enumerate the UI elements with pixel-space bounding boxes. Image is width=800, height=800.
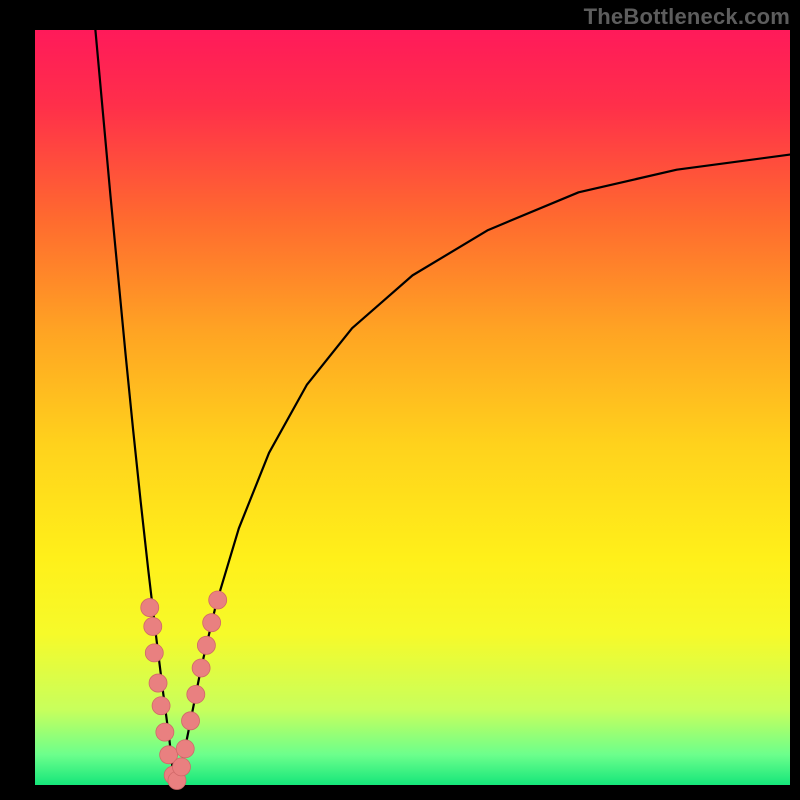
data-marker (149, 674, 167, 692)
data-marker (141, 599, 159, 617)
data-marker (187, 685, 205, 703)
data-marker (152, 697, 170, 715)
data-marker (145, 644, 163, 662)
data-marker (209, 591, 227, 609)
data-marker (203, 614, 221, 632)
data-marker (182, 712, 200, 730)
data-marker (192, 659, 210, 677)
data-marker (144, 617, 162, 635)
chart-svg (0, 0, 800, 800)
chart-stage: TheBottleneck.com (0, 0, 800, 800)
watermark-text: TheBottleneck.com (584, 4, 790, 30)
data-marker (176, 740, 194, 758)
data-marker (197, 636, 215, 654)
data-marker (172, 758, 190, 776)
plot-area (35, 30, 790, 785)
data-marker (156, 723, 174, 741)
